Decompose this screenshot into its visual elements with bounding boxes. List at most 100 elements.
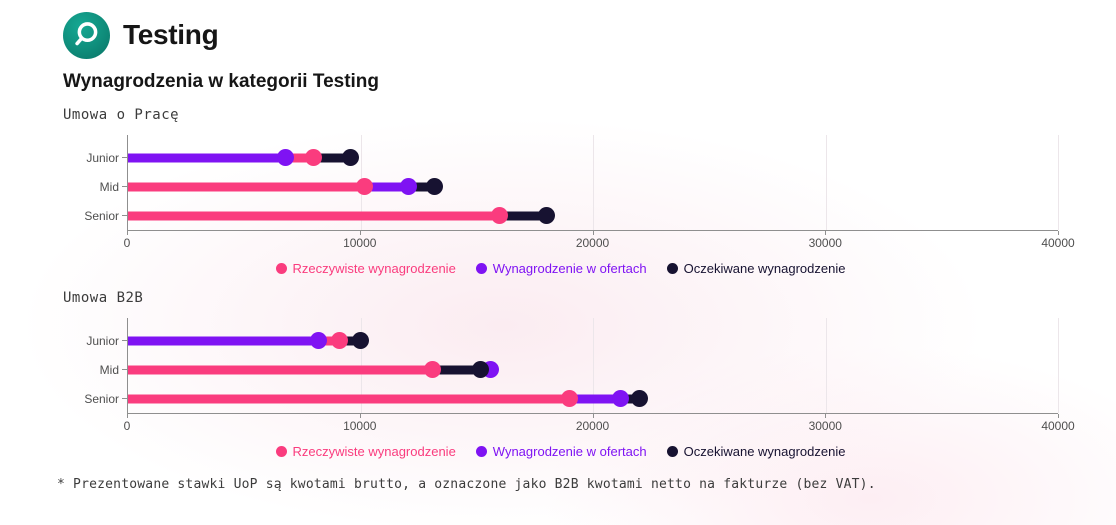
expected-legend-dot bbox=[666, 263, 678, 274]
y-tick-mark bbox=[122, 398, 127, 399]
x-tick-mark bbox=[825, 231, 827, 235]
chart-body-b2b: Junior Mid Senior 0 10000 20000 30000 40000 Rzec… bbox=[63, 318, 1075, 459]
legend-item-offers[interactable]: Wynagrodzenie w ofertach bbox=[475, 261, 647, 276]
expected-legend-dot bbox=[666, 446, 678, 457]
plot-area bbox=[127, 318, 1059, 414]
header: Testing bbox=[63, 10, 1058, 60]
y-axis-label: Mid bbox=[63, 172, 127, 201]
gridline bbox=[1058, 318, 1059, 413]
chart-uop: Umowa o Pracę Junior Mid Senior 0 10000 20000… bbox=[63, 107, 1075, 276]
y-axis-label-text: Junior bbox=[86, 150, 119, 165]
gridline bbox=[825, 318, 827, 413]
x-tick-mark bbox=[359, 231, 361, 235]
chart-row-junior bbox=[128, 326, 1058, 355]
y-axis-label-text: Junior bbox=[86, 333, 119, 348]
chart-row-mid bbox=[128, 355, 1058, 384]
x-tick-label: 10000 bbox=[343, 236, 377, 250]
chart-body-uop: Junior Mid Senior 0 10000 20000 30000 40000 Rzec… bbox=[63, 135, 1075, 276]
plot-area bbox=[127, 135, 1059, 231]
y-tick-mark bbox=[122, 186, 127, 187]
chart-row-junior bbox=[128, 143, 1058, 172]
actual-dot bbox=[423, 361, 441, 378]
x-tick-label: 0 bbox=[123, 419, 131, 433]
gridline bbox=[1058, 135, 1059, 230]
x-tick-label: 40000 bbox=[1041, 236, 1075, 250]
chart-row-mid bbox=[128, 172, 1058, 201]
expected-dot bbox=[472, 361, 490, 378]
y-axis-label: Junior bbox=[63, 143, 127, 172]
legend-item-offers[interactable]: Wynagrodzenie w ofertach bbox=[475, 444, 647, 459]
y-axis-label-text: Senior bbox=[84, 391, 119, 406]
x-tick-mark bbox=[1058, 414, 1059, 418]
y-axis-label: Senior bbox=[63, 384, 127, 413]
actual-bar bbox=[128, 178, 374, 195]
legend-label: Oczekiwane wynagrodzenie bbox=[683, 444, 846, 459]
y-axis-label-text: Mid bbox=[99, 179, 119, 194]
chart-b2b: Umowa B2B Junior Mid Senior 0 10000 20000 3000… bbox=[63, 290, 1075, 459]
x-tick-label: 30000 bbox=[808, 419, 842, 433]
legend-item-expected[interactable]: Oczekiwane wynagrodzenie bbox=[666, 261, 846, 276]
expected-dot bbox=[342, 149, 360, 166]
offers-bar bbox=[128, 332, 327, 349]
legend-item-actual[interactable]: Rzeczywiste wynagrodzenie bbox=[275, 261, 456, 276]
x-tick-mark bbox=[127, 231, 128, 235]
legend-label: Rzeczywiste wynagrodzenie bbox=[292, 261, 456, 276]
y-tick-mark bbox=[122, 340, 127, 341]
actual-bar bbox=[128, 207, 508, 224]
expected-dot bbox=[425, 178, 443, 195]
y-axis-label-text: Senior bbox=[84, 208, 119, 223]
page-title: Testing bbox=[123, 19, 219, 50]
x-tick-mark bbox=[592, 231, 594, 235]
x-tick-label: 20000 bbox=[575, 419, 610, 433]
plot-grid: Junior Mid Senior 0 10000 20000 30000 40000 bbox=[63, 318, 1075, 436]
actual-bar bbox=[128, 390, 578, 407]
chart-title-uop: Umowa o Pracę bbox=[63, 107, 180, 123]
offers-legend-dot bbox=[475, 446, 487, 457]
y-axis: Junior Mid Senior bbox=[63, 318, 127, 414]
x-tick-label: 0 bbox=[123, 236, 131, 250]
gridline bbox=[593, 135, 594, 230]
legend-item-expected[interactable]: Oczekiwane wynagrodzenie bbox=[666, 444, 846, 459]
x-tick-label: 30000 bbox=[808, 236, 842, 250]
x-tick-label: 40000 bbox=[1041, 419, 1075, 433]
x-tick-mark bbox=[825, 414, 827, 418]
magnifier-icon bbox=[75, 21, 98, 45]
gridline bbox=[825, 135, 827, 230]
legend-label: Wynagrodzenie w ofertach bbox=[492, 261, 647, 276]
offers-bar bbox=[128, 149, 295, 166]
actual-dot bbox=[560, 390, 578, 407]
x-tick-mark bbox=[592, 414, 594, 418]
y-axis-label-text: Mid bbox=[99, 362, 119, 377]
legend: Rzeczywiste wynagrodzenie Wynagrodzenie w… bbox=[63, 261, 1058, 276]
y-tick-mark bbox=[122, 157, 127, 158]
legend-label: Rzeczywiste wynagrodzenie bbox=[292, 444, 456, 459]
offers-dot bbox=[277, 149, 295, 166]
x-tick-label: 20000 bbox=[575, 236, 610, 250]
actual-dot bbox=[330, 332, 348, 349]
page-subtitle: Wynagrodzenia w kategorii Testing bbox=[63, 71, 380, 92]
y-tick-mark bbox=[122, 215, 127, 216]
legend: Rzeczywiste wynagrodzenie Wynagrodzenie w… bbox=[63, 444, 1058, 459]
x-tick-mark bbox=[127, 414, 128, 418]
x-tick-mark bbox=[1058, 231, 1059, 235]
actual-dot bbox=[491, 207, 508, 224]
chart-row-senior bbox=[128, 201, 1058, 230]
offers-dot bbox=[611, 390, 629, 407]
legend-label: Oczekiwane wynagrodzenie bbox=[683, 261, 846, 276]
legend-label: Wynagrodzenie w ofertach bbox=[492, 444, 647, 459]
footnote: * Prezentowane stawki UoP są kwotami bru… bbox=[57, 477, 876, 492]
y-axis: Junior Mid Senior bbox=[63, 135, 127, 231]
offers-legend-dot bbox=[475, 263, 487, 274]
legend-item-actual[interactable]: Rzeczywiste wynagrodzenie bbox=[275, 444, 456, 459]
expected-dot bbox=[537, 207, 555, 224]
actual-legend-dot bbox=[275, 263, 287, 274]
plot-grid: Junior Mid Senior 0 10000 20000 30000 40000 bbox=[63, 135, 1075, 253]
offers-dot bbox=[400, 178, 418, 195]
actual-legend-dot bbox=[275, 446, 287, 457]
offers-dot bbox=[309, 332, 327, 349]
x-tick-mark bbox=[359, 414, 361, 418]
actual-dot bbox=[305, 149, 322, 166]
x-axis: 0 10000 20000 30000 40000 bbox=[123, 414, 1075, 436]
y-axis-label: Junior bbox=[63, 326, 127, 355]
x-axis: 0 10000 20000 30000 40000 bbox=[123, 231, 1075, 253]
